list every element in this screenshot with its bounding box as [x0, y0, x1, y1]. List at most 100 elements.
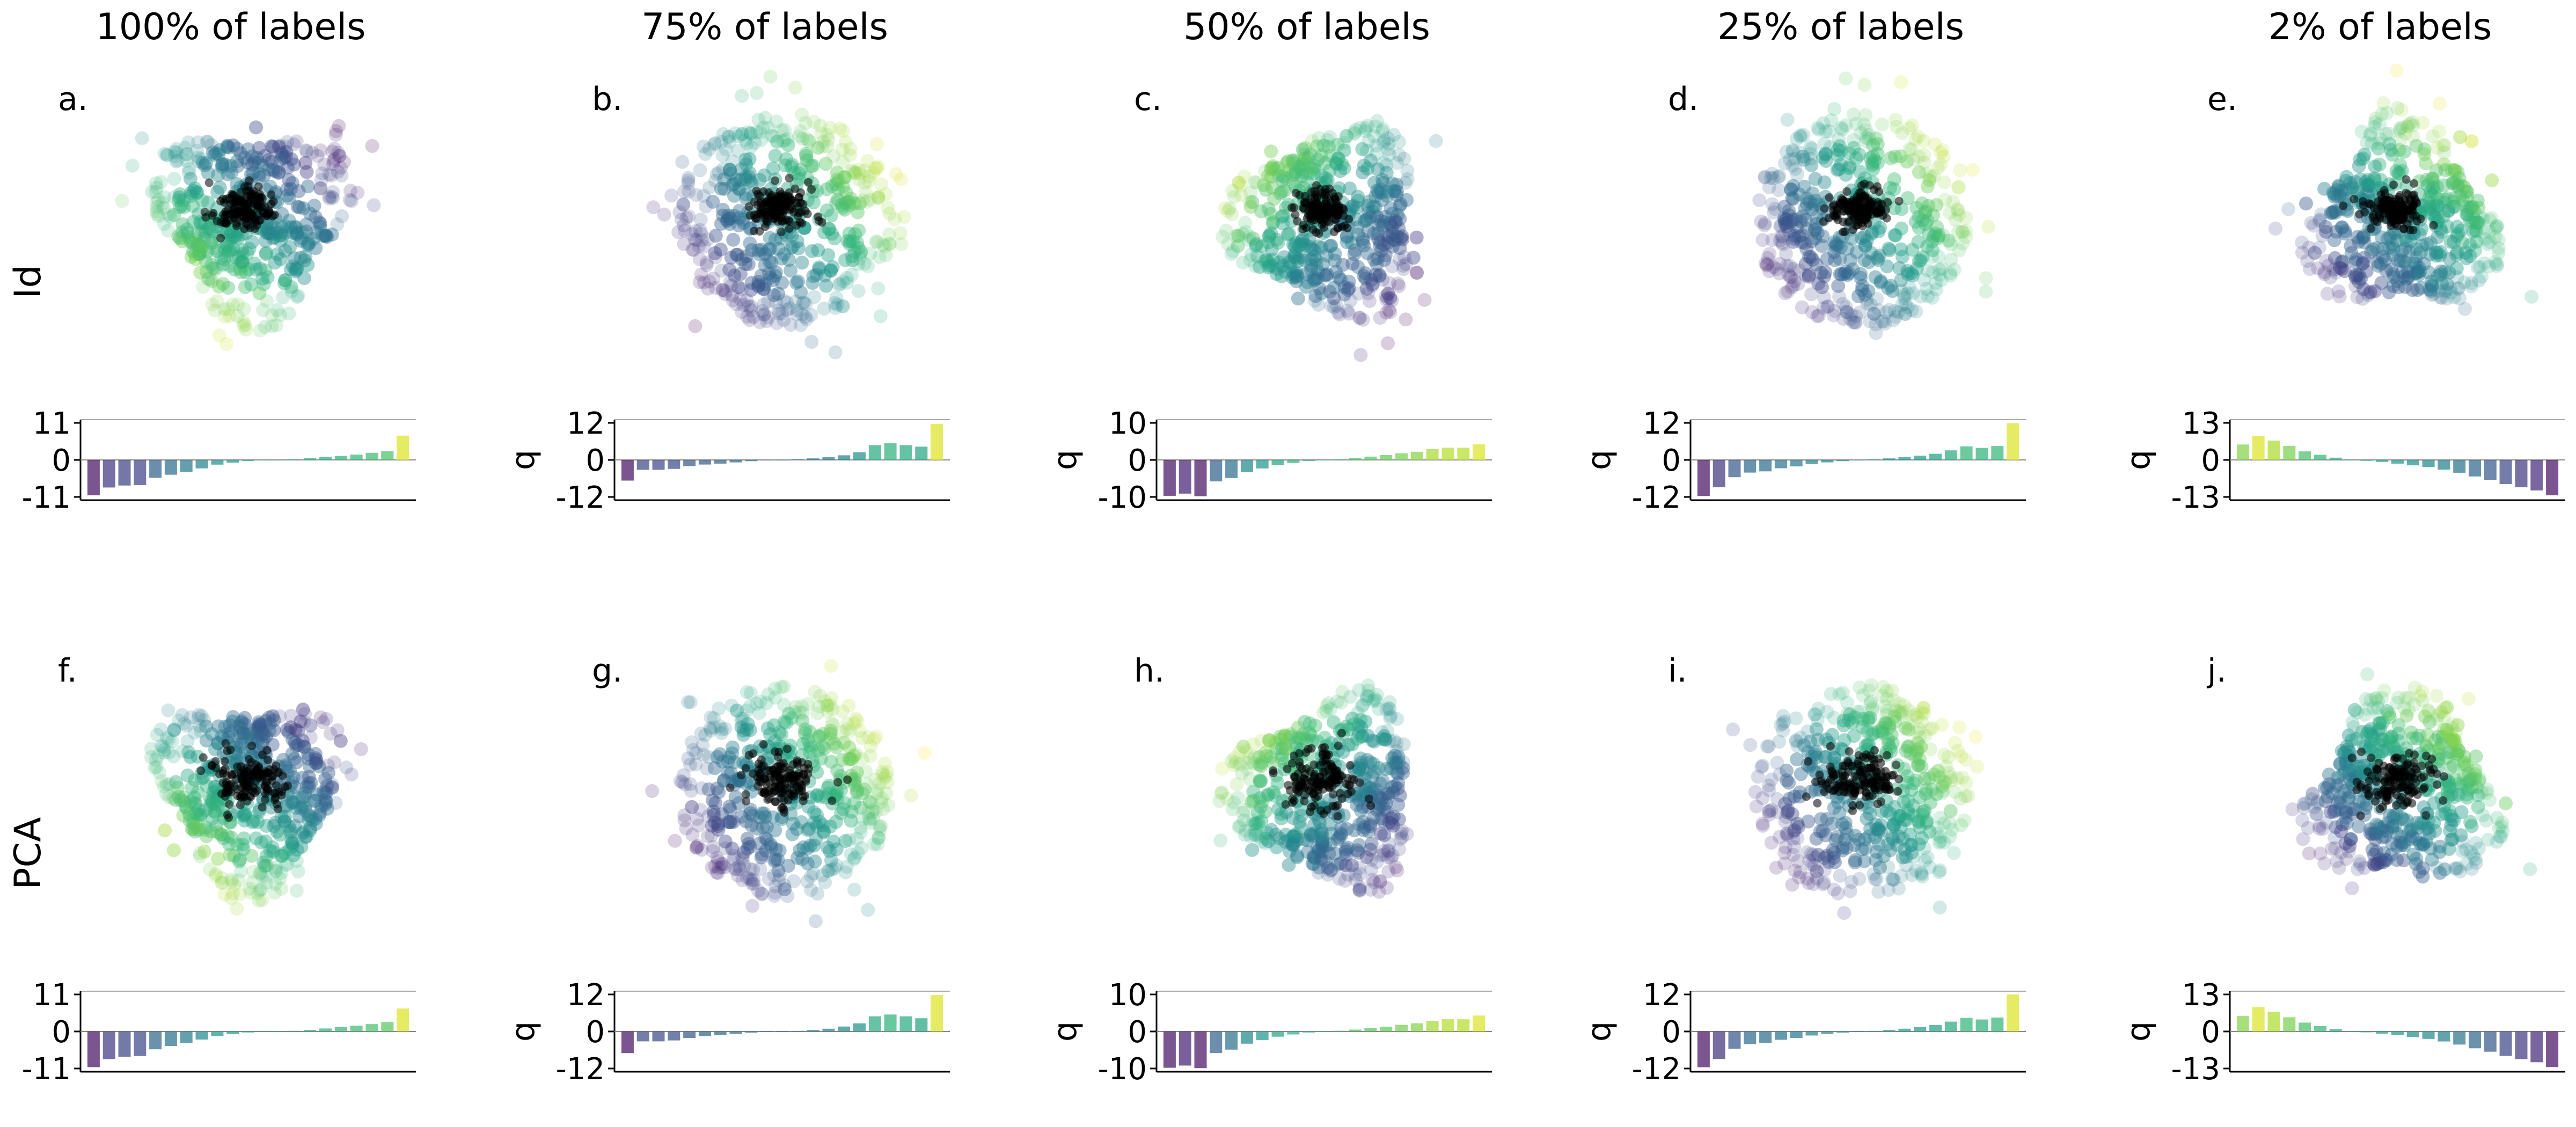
scatter-point	[235, 254, 250, 269]
scatter-point	[335, 209, 349, 223]
scatter-point	[2389, 63, 2404, 78]
scatter-point	[188, 252, 203, 266]
scatter-point	[876, 767, 890, 782]
scatter-point	[829, 195, 844, 210]
labeled-point	[2381, 197, 2390, 207]
scatter-point	[835, 197, 849, 212]
scatter-point	[219, 238, 234, 252]
labeled-point	[227, 189, 236, 199]
scatter-point	[1400, 827, 1414, 841]
scatter-point	[258, 149, 272, 163]
y-tick-label: 0	[586, 1015, 605, 1050]
scatter-point	[2524, 290, 2539, 304]
scatter-point	[269, 318, 284, 333]
scatter-point	[2353, 172, 2368, 187]
bar	[304, 458, 317, 460]
scatter-point	[284, 280, 298, 294]
scatter-point	[757, 297, 771, 312]
scatter-point	[770, 316, 784, 331]
scatter-point	[2354, 125, 2369, 139]
scatter-point	[734, 162, 749, 177]
bar	[776, 1031, 788, 1032]
scatter-point	[763, 231, 777, 245]
scatter-point	[2361, 288, 2375, 303]
scatter-point	[748, 136, 762, 150]
bar	[931, 995, 943, 1032]
scatter-point	[223, 309, 237, 323]
scatter-point	[1391, 797, 1406, 812]
scatter-point	[265, 319, 279, 333]
scatter-point	[846, 164, 860, 179]
scatter-point	[168, 149, 182, 164]
scatter-point	[187, 790, 202, 804]
labeled-point	[232, 219, 241, 228]
y-axis-label: q	[1046, 450, 1084, 470]
panel-letter: g.	[592, 652, 623, 690]
scatter-point	[807, 115, 821, 129]
scatter-point	[774, 123, 789, 137]
scatter-point	[2464, 279, 2479, 294]
scatter-point	[738, 133, 752, 148]
labeled-point	[833, 778, 843, 787]
scatter-point	[764, 840, 779, 854]
scatter-point	[171, 193, 186, 208]
scatter-point	[870, 837, 885, 852]
scatter-point	[1280, 227, 1295, 241]
labeled-point	[221, 212, 230, 221]
scatter-point	[178, 141, 193, 155]
scatter-point	[831, 174, 846, 188]
bar	[838, 455, 851, 460]
labeled-point	[843, 775, 852, 784]
y-tick-label: 13	[2182, 406, 2220, 441]
scatter-point	[329, 124, 343, 138]
scatter-point	[149, 752, 163, 767]
scatter-point	[702, 142, 716, 156]
scatter-point	[709, 167, 724, 181]
scatter-point	[296, 201, 311, 216]
labeled-point	[258, 803, 267, 812]
scatter-point	[222, 837, 236, 851]
scatter-point	[825, 260, 840, 274]
scatter-point	[326, 157, 340, 172]
scatter-point	[1944, 237, 1958, 252]
labeled-point	[2399, 204, 2408, 213]
bar	[288, 459, 301, 460]
bar	[2299, 451, 2311, 460]
scatter-point	[837, 170, 852, 184]
scatter-point	[214, 251, 229, 265]
scatter-point	[692, 252, 707, 266]
scatter-point	[822, 222, 837, 236]
scatter-point	[327, 152, 342, 166]
scatter-point	[742, 299, 756, 313]
labeled-point	[750, 197, 759, 207]
scatter-point	[813, 119, 828, 133]
bar	[838, 1026, 851, 1031]
labeled-point	[2339, 201, 2348, 210]
column-title: 2% of labels	[2268, 6, 2492, 48]
scatter-point	[2471, 200, 2486, 215]
scatter-point	[681, 173, 696, 188]
scatter-point	[668, 833, 682, 848]
scatter-point	[260, 226, 275, 240]
scatter-point	[735, 127, 749, 141]
scatter-point	[739, 249, 753, 264]
scatter-point	[686, 743, 700, 757]
scatter-point	[332, 149, 347, 163]
scatter-point	[1245, 794, 1258, 809]
scatter-point	[821, 132, 836, 147]
scatter-point	[149, 176, 163, 191]
scatter-point	[882, 236, 897, 251]
labeled-point	[793, 760, 802, 769]
scatter-point	[257, 168, 271, 182]
scatter-point	[685, 226, 699, 241]
scatter-plot	[1216, 114, 1443, 362]
scatter-point	[160, 148, 175, 163]
scatter-point	[1245, 843, 1260, 857]
bar	[1225, 460, 1238, 478]
scatter-point	[1327, 281, 1341, 295]
y-tick-label: 10	[1109, 406, 1147, 441]
scatter-point	[744, 175, 759, 190]
scatter-point	[173, 200, 187, 214]
scatter-point	[240, 246, 254, 260]
scatter-point	[784, 160, 799, 174]
